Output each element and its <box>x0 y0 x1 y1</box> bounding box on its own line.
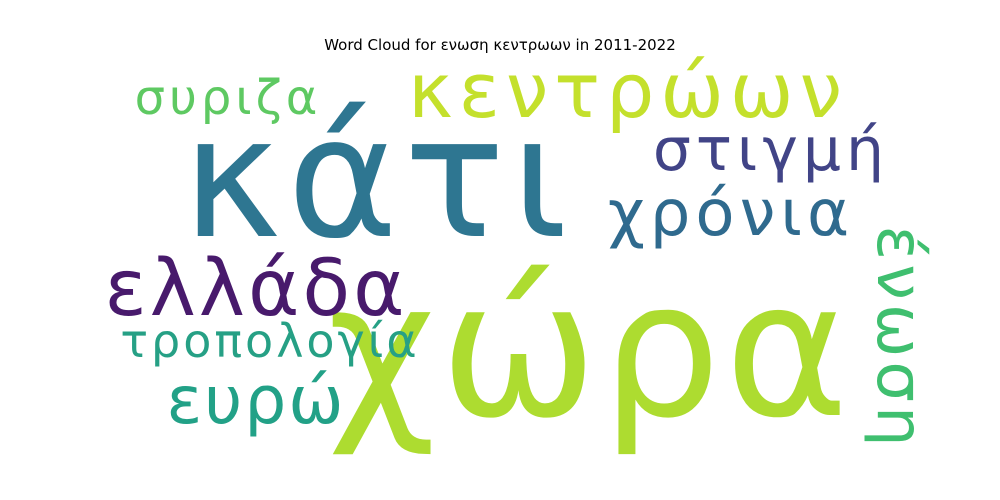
word-kati: κάτι <box>182 80 574 276</box>
word-ellada: ελλάδα <box>104 244 407 334</box>
word-tropologia: τροπολογία <box>120 314 419 368</box>
word-chora: χώρα <box>327 241 852 460</box>
chart-title: Word Cloud for ενωση κεντρωων in 2011-20… <box>324 36 676 54</box>
word-syriza: συριζα <box>135 70 322 126</box>
word-evro: ευρώ <box>166 362 345 439</box>
word-enosi: ένωση <box>862 225 936 450</box>
word-chronia: χρόνια <box>608 177 854 251</box>
word-stigmi: στιγμή <box>653 115 889 185</box>
word-kentroon: κεντρώων <box>408 46 848 135</box>
